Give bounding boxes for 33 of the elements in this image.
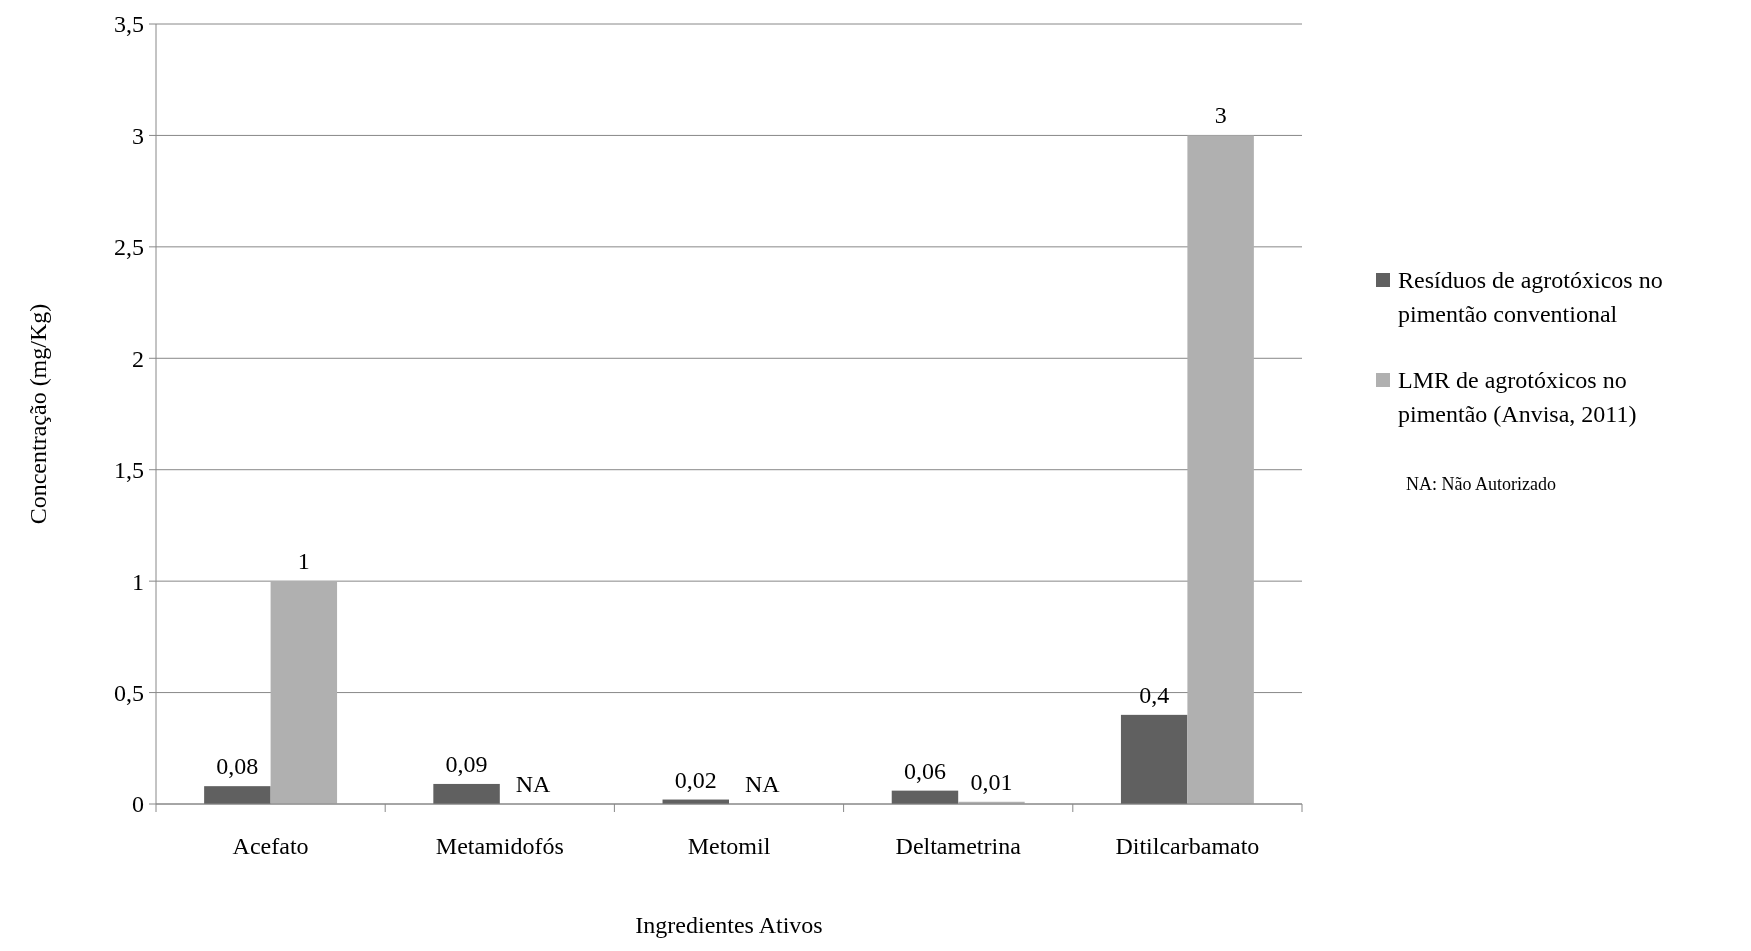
- text: NA: Não Autorizado: [1406, 474, 1556, 494]
- bar: [270, 581, 338, 804]
- data-label: 0,02: [674, 766, 717, 793]
- y-tick-label: 3,5: [114, 11, 144, 38]
- y-tick-label: 2,5: [114, 234, 144, 261]
- x-tick-label: Metamidofós: [435, 833, 564, 859]
- data-label: 3: [1214, 102, 1227, 129]
- x-tick-label: Acefato: [232, 833, 309, 859]
- legend-label: LMR de agrotóxicos no pimentão (Anvisa, 2011): [1398, 367, 1637, 427]
- bar: [1187, 135, 1254, 804]
- data-label: 0,09: [445, 750, 488, 777]
- bar: [433, 783, 500, 804]
- data-label: 0,06: [903, 757, 946, 784]
- x-tick-label: Ditilcarbamato: [1115, 833, 1260, 859]
- data-label: 0,01: [970, 768, 1013, 795]
- bar: [1120, 714, 1188, 804]
- y-tick-label: 0,5: [114, 679, 144, 706]
- y-tick-label: 0: [132, 791, 144, 818]
- y-axis-title: Concentração (mg/Kg): [25, 303, 51, 525]
- data-label: 0,08: [216, 753, 259, 780]
- text: NA: [744, 771, 780, 797]
- legend-label: Resíduos de agrotóxicos no pimentão conventional: [1398, 267, 1663, 327]
- y-tick-label: 1,5: [114, 457, 144, 484]
- y-tick-label: 1: [132, 568, 144, 595]
- text: NA: [515, 771, 551, 797]
- data-label: 0,4: [1139, 681, 1170, 708]
- y-tick-label: 2: [132, 345, 144, 372]
- x-axis-title: Ingredientes Ativos: [635, 912, 823, 938]
- y-tick-label: 3: [132, 122, 144, 149]
- x-tick-label: Metomil: [687, 833, 771, 859]
- x-tick-label: Deltametrina: [895, 833, 1022, 859]
- data-label: 1: [297, 548, 310, 575]
- bar: [204, 786, 271, 804]
